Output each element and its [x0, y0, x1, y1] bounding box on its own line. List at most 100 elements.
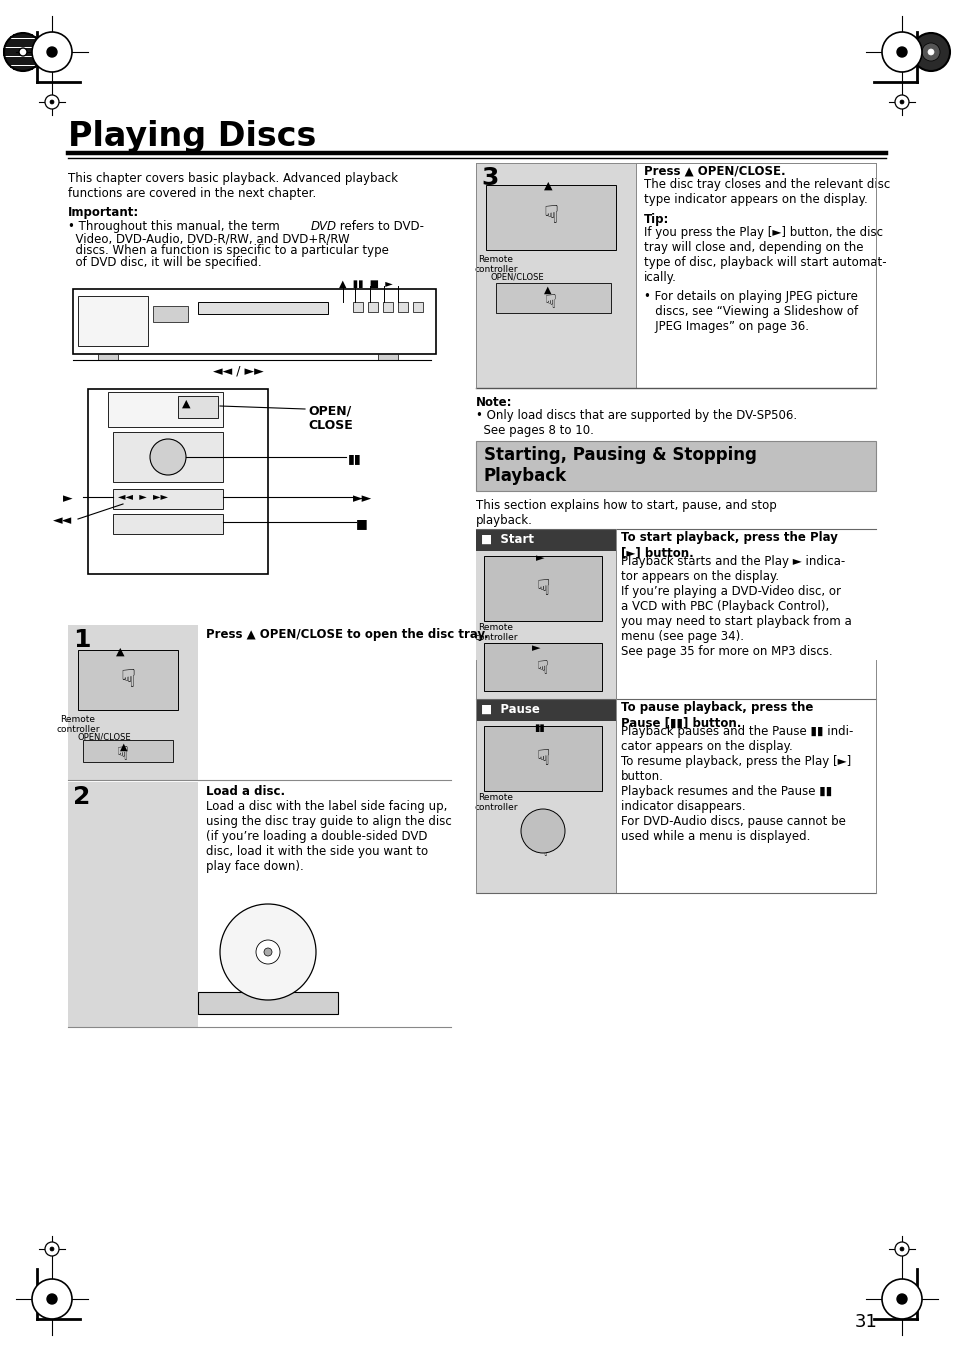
Text: Video, DVD-Audio, DVD-R/RW, and DVD+R/RW: Video, DVD-Audio, DVD-R/RW, and DVD+R/RW: [68, 232, 349, 245]
Bar: [83, 740, 172, 762]
Bar: [485, 185, 616, 250]
Text: ☟: ☟: [543, 204, 558, 228]
Bar: [368, 303, 377, 312]
Text: ►: ►: [63, 492, 72, 505]
Text: ▲: ▲: [182, 399, 191, 409]
Bar: [68, 626, 198, 780]
Circle shape: [50, 100, 54, 104]
Circle shape: [520, 809, 564, 852]
Text: ☟: ☟: [537, 842, 548, 861]
Text: ▲: ▲: [543, 181, 552, 190]
Text: ☟: ☟: [536, 580, 549, 598]
Text: Press ▲ OPEN/CLOSE.: Press ▲ OPEN/CLOSE.: [643, 165, 785, 178]
Text: 2: 2: [73, 785, 91, 809]
Circle shape: [32, 32, 71, 72]
Circle shape: [47, 47, 57, 57]
Bar: [353, 303, 363, 312]
Circle shape: [882, 1279, 921, 1319]
Circle shape: [896, 47, 906, 57]
Bar: [476, 530, 616, 551]
Text: Playback starts and the Play ► indica-
tor appears on the display.
If you’re pla: Playback starts and the Play ► indica- t…: [620, 555, 851, 658]
Text: refers to DVD-: refers to DVD-: [335, 220, 423, 232]
Text: • Only load discs that are supported by the DV-SP506.
  See pages 8 to 10.: • Only load discs that are supported by …: [476, 409, 797, 436]
Bar: [476, 163, 636, 388]
Bar: [152, 305, 188, 322]
Text: OPEN/CLOSE: OPEN/CLOSE: [491, 273, 544, 282]
Bar: [476, 551, 616, 698]
Text: ▮▮: ▮▮: [348, 453, 361, 465]
Text: ☟: ☟: [544, 293, 557, 312]
Text: Remote
controller: Remote controller: [474, 255, 517, 274]
Text: This chapter covers basic playback. Advanced playback
functions are covered in t: This chapter covers basic playback. Adva…: [68, 172, 397, 200]
Bar: [382, 303, 393, 312]
Circle shape: [896, 1294, 906, 1304]
Text: Press ▲ OPEN/CLOSE to open the disc tray.: Press ▲ OPEN/CLOSE to open the disc tray…: [206, 628, 488, 640]
Text: Starting, Pausing & Stopping
Playback: Starting, Pausing & Stopping Playback: [483, 446, 756, 485]
Text: of DVD disc, it will be specified.: of DVD disc, it will be specified.: [68, 255, 261, 269]
Text: discs. When a function is specific to a particular type: discs. When a function is specific to a …: [68, 245, 389, 257]
Bar: [112, 513, 223, 534]
Bar: [476, 163, 875, 388]
Circle shape: [264, 948, 272, 957]
Circle shape: [899, 1247, 903, 1251]
Bar: [98, 354, 118, 359]
Text: Tip:: Tip:: [643, 213, 669, 226]
Circle shape: [911, 32, 949, 72]
Bar: [616, 551, 875, 698]
Text: 1: 1: [73, 628, 91, 653]
Text: ■  Start: ■ Start: [480, 534, 534, 546]
Bar: [476, 721, 616, 893]
Bar: [73, 289, 436, 354]
Circle shape: [220, 904, 315, 1000]
Text: ☟: ☟: [274, 916, 291, 944]
Bar: [78, 296, 148, 346]
Text: • Throughout this manual, the term: • Throughout this manual, the term: [68, 220, 283, 232]
Text: ◄◄: ◄◄: [53, 513, 72, 527]
Text: ▲: ▲: [116, 647, 125, 657]
Text: ☟: ☟: [536, 748, 549, 769]
Text: The disc tray closes and the relevant disc
type indicator appears on the display: The disc tray closes and the relevant di…: [643, 178, 889, 205]
Text: ◄◄  ►  ►►: ◄◄ ► ►►: [118, 492, 168, 503]
Text: ■  Pause: ■ Pause: [480, 703, 539, 716]
Bar: [483, 643, 601, 690]
Text: ►►: ►►: [353, 492, 372, 505]
Text: Remote
controller: Remote controller: [474, 623, 517, 642]
Bar: [483, 725, 601, 790]
Text: ►: ►: [536, 553, 544, 563]
Text: If you press the Play [►] button, the disc
tray will close and, depending on the: If you press the Play [►] button, the di…: [643, 226, 885, 284]
Bar: [413, 303, 422, 312]
Bar: [68, 782, 198, 1027]
Circle shape: [921, 43, 939, 61]
Circle shape: [45, 95, 59, 109]
Bar: [476, 698, 616, 721]
Text: ▲: ▲: [120, 742, 128, 753]
Text: ☟: ☟: [120, 667, 135, 692]
Bar: [616, 721, 875, 893]
Circle shape: [882, 32, 921, 72]
Bar: [198, 303, 328, 313]
Text: • For details on playing JPEG picture
   discs, see “Viewing a Slideshow of
   J: • For details on playing JPEG picture di…: [643, 290, 858, 332]
Bar: [112, 432, 223, 482]
Circle shape: [927, 49, 933, 55]
Bar: [178, 396, 218, 417]
Text: Note:: Note:: [476, 396, 512, 409]
Text: ☟: ☟: [117, 746, 129, 765]
Circle shape: [45, 1242, 59, 1256]
Bar: [112, 489, 223, 509]
Circle shape: [47, 1294, 57, 1304]
Text: ▲: ▲: [543, 285, 551, 295]
Text: ▲  ▮▮  ■  ►: ▲ ▮▮ ■ ►: [338, 280, 393, 289]
Circle shape: [899, 100, 903, 104]
Text: Load a disc with the label side facing up,
using the disc tray guide to align th: Load a disc with the label side facing u…: [206, 800, 452, 873]
Text: ☟: ☟: [537, 659, 548, 678]
Bar: [483, 557, 601, 621]
Text: Remote
controller: Remote controller: [474, 793, 517, 812]
Text: OPEN/CLOSE: OPEN/CLOSE: [78, 732, 132, 740]
Bar: [108, 392, 223, 427]
Circle shape: [50, 1247, 54, 1251]
Bar: [377, 354, 397, 359]
Text: ▮▮: ▮▮: [534, 723, 544, 734]
Bar: [261, 977, 274, 994]
Bar: [496, 282, 610, 313]
Text: ►: ►: [531, 643, 539, 653]
